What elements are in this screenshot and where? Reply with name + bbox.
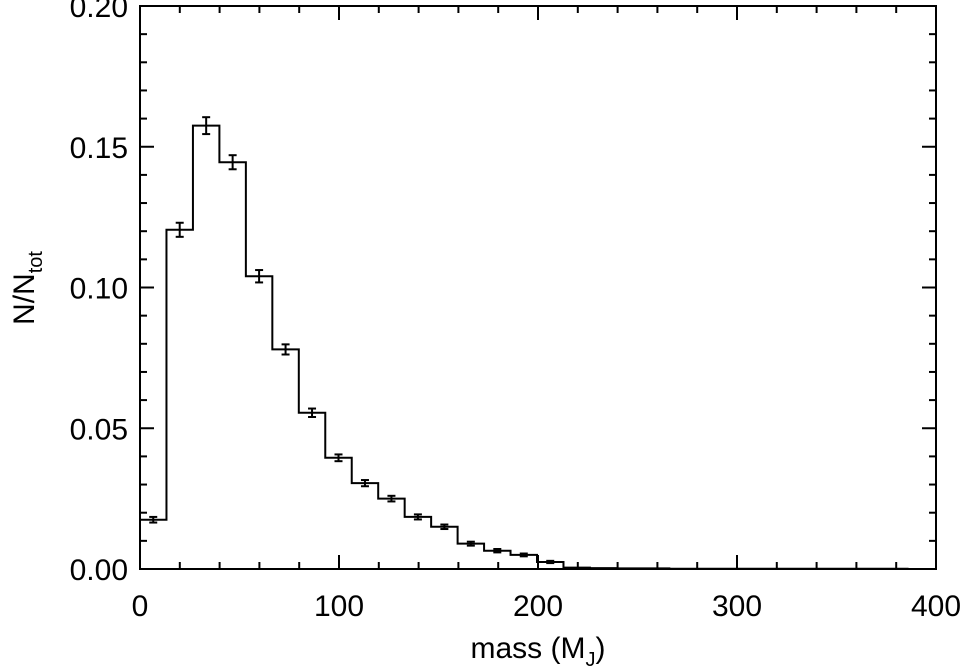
y-axis-label: N/Ntot [8,251,47,325]
histogram-step-line [140,124,935,570]
x-tick-label: 200 [513,590,563,623]
y-tick-label: 0.20 [70,0,128,24]
y-tick-label: 0.15 [70,132,128,165]
error-bars [149,116,555,565]
x-axis-label: mass (MJ) [471,632,606,667]
y-tick-label: 0.00 [70,554,128,587]
x-tick-label: 100 [314,590,364,623]
x-tick-label: 0 [132,590,149,623]
y-tick-label: 0.10 [70,273,128,306]
axis-ticks [139,5,937,570]
y-tick-label: 0.05 [70,413,128,446]
tick-labels: 0 100 200 300 400 0.00 0.05 0.10 0.15 0.20 [70,0,961,623]
x-tick-label: 300 [712,590,762,623]
x-tick-label: 400 [911,590,961,623]
plot-frame [139,5,937,570]
